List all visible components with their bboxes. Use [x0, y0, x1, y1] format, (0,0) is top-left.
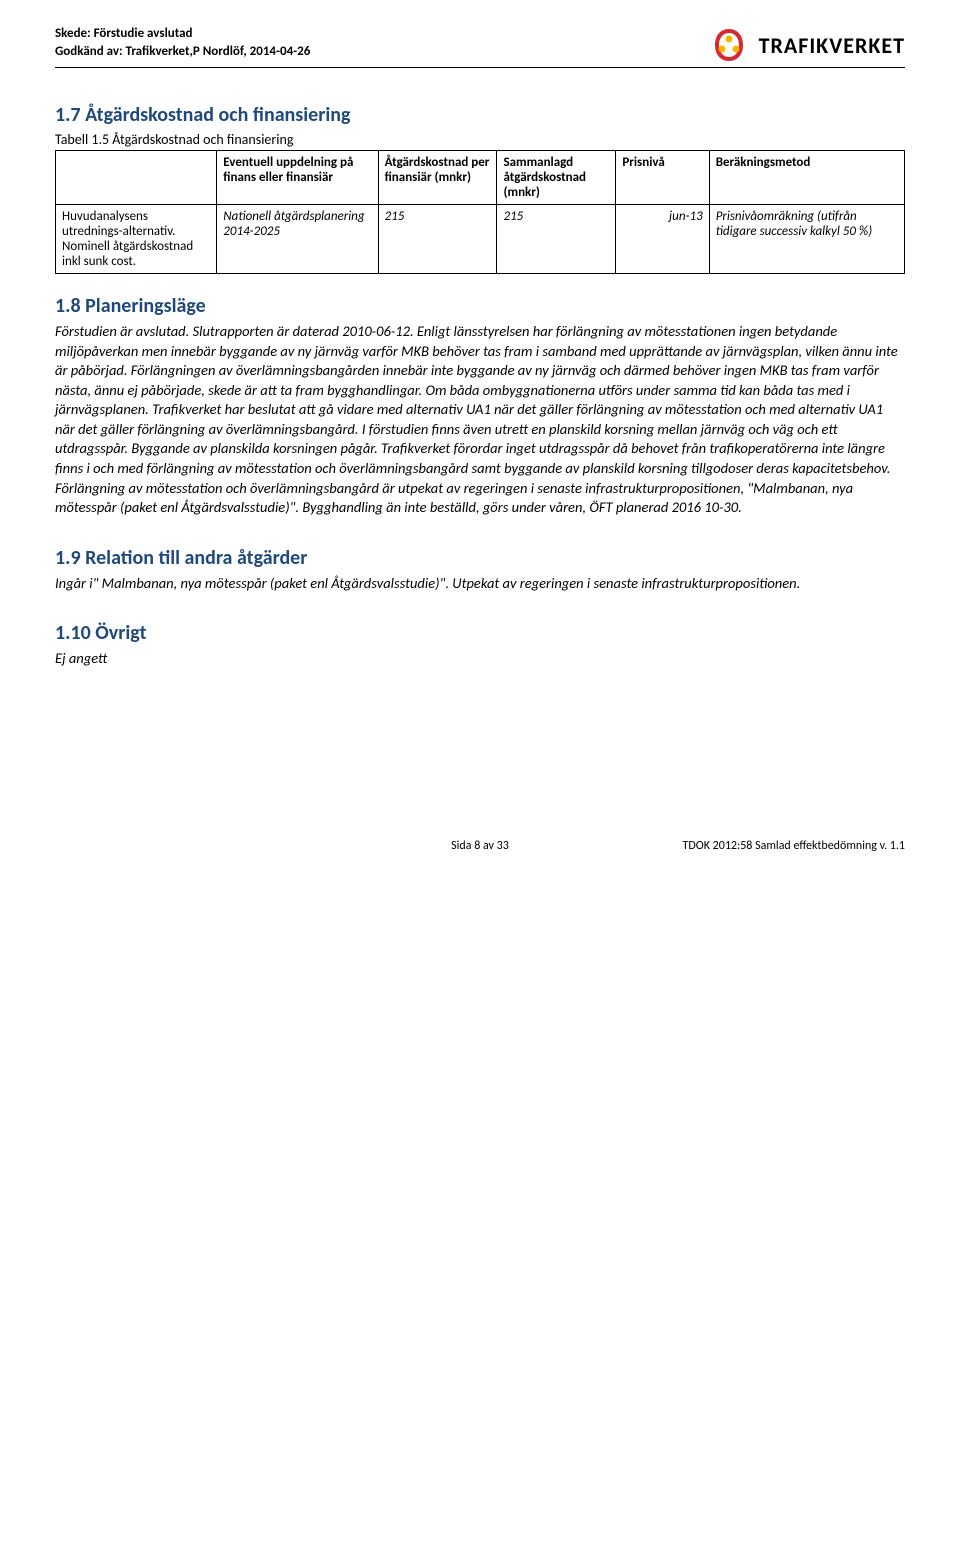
th-c5: Prisnivå [616, 151, 709, 205]
table-caption-1-5: Tabell 1.5 Åtgärdskostnad och finansieri… [55, 131, 905, 148]
footer-right: TDOK 2012:58 Samlad effektbedömning v. 1… [683, 839, 905, 853]
th-c4: Sammanlagd åtgärdskostnad (mnkr) [497, 151, 616, 205]
td-c4: 215 [497, 205, 616, 274]
th-c1 [56, 151, 217, 205]
header-meta: Skede: Förstudie avslutad Godkänd av: Tr… [55, 25, 310, 60]
th-c3: Åtgärdskostnad per finansiär (mnkr) [378, 151, 497, 205]
td-c3: 215 [378, 205, 497, 274]
logo: TRAFIKVERKET [709, 25, 905, 65]
para-1-9: Ingår i" Malmbanan, nya mötesspår (paket… [55, 574, 905, 594]
trafikverket-icon [709, 25, 749, 65]
table-row: Huvudanalysens utrednings-alternativ. No… [56, 205, 905, 274]
td-c2: Nationell åtgärdsplanering 2014-2025 [217, 205, 378, 274]
table-atgardskostnad: Eventuell uppdelning på finans eller fin… [55, 150, 905, 274]
header-line-skede: Skede: Förstudie avslutad [55, 25, 310, 43]
heading-1-10: 1.10 Övrigt [55, 621, 905, 645]
heading-1-9: 1.9 Relation till andra åtgärder [55, 546, 905, 570]
heading-1-7: 1.7 Åtgärdskostnad och finansiering [55, 103, 905, 127]
td-c5: jun-13 [616, 205, 709, 274]
th-c2: Eventuell uppdelning på finans eller fin… [217, 151, 378, 205]
td-c1: Huvudanalysens utrednings-alternativ. No… [56, 205, 217, 274]
header-line-godkand: Godkänd av: Trafikverket,P Nordlöf, 2014… [55, 43, 310, 61]
logo-text: TRAFIKVERKET [759, 32, 905, 59]
heading-1-8: 1.8 Planeringsläge [55, 294, 905, 318]
para-1-10: Ej angett [55, 649, 905, 669]
td-c6: Prisnivåomräkning (utifrån tidigare succ… [709, 205, 904, 274]
footer-center: Sida 8 av 33 [451, 839, 509, 853]
table-header-row: Eventuell uppdelning på finans eller fin… [56, 151, 905, 205]
para-1-8: Förstudien är avslutad. Slutrapporten är… [55, 322, 905, 518]
document-page: Skede: Förstudie avslutad Godkänd av: Tr… [0, 0, 960, 893]
page-footer: Sida 8 av 33 TDOK 2012:58 Samlad effektb… [55, 839, 905, 853]
page-header: Skede: Förstudie avslutad Godkänd av: Tr… [55, 25, 905, 68]
th-c6: Beräkningsmetod [709, 151, 904, 205]
